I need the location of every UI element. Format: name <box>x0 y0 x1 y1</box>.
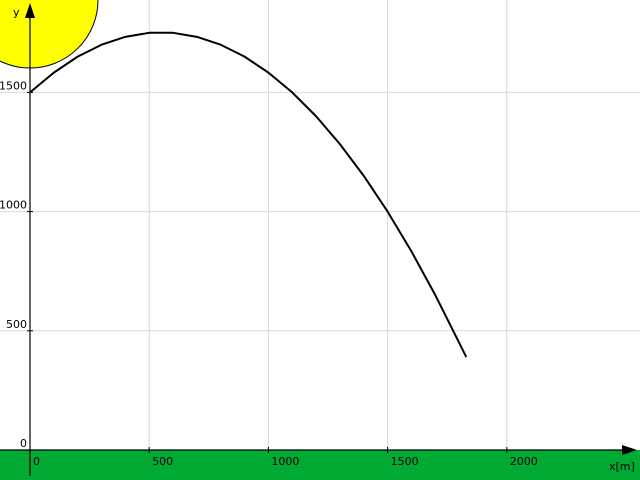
x-tick-label: 2000 <box>510 455 538 468</box>
x-tick-label: 1000 <box>271 455 299 468</box>
y-tick-label: 0 <box>20 437 27 450</box>
ground-strip <box>0 450 640 480</box>
y-axis-title: y <box>13 6 20 19</box>
tick-labels: 0 500 1000 1500 2000 0 500 1000 1500 <box>0 79 538 468</box>
x-tick-label: 0 <box>33 455 40 468</box>
x-axis-title: x[m] <box>609 460 635 473</box>
axes <box>0 3 637 476</box>
x-axis-arrow-icon <box>622 445 637 455</box>
x-tick-label: 500 <box>152 455 173 468</box>
trajectory-line <box>29 31 468 358</box>
series-layer <box>29 31 468 358</box>
y-tick-label: 1500 <box>0 79 27 92</box>
y-tick-label: 1000 <box>0 199 27 212</box>
x-tick-label: 1500 <box>391 455 419 468</box>
y-axis-arrow-icon <box>25 3 35 18</box>
y-tick-label: 500 <box>6 318 27 331</box>
